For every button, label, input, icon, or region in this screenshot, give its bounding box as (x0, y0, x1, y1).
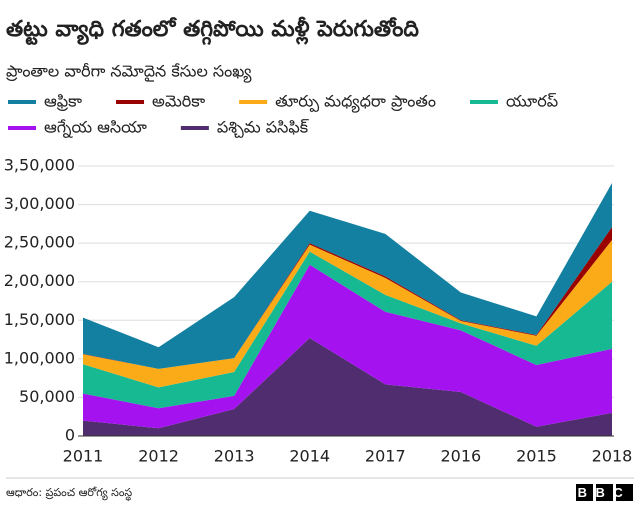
y-tick-label: 50,000 (19, 387, 75, 406)
area (83, 182, 612, 369)
area (83, 240, 612, 388)
legend-item: పశ్చిమ పసిఫిక్ (180, 118, 310, 139)
legend-label: ఆఫ్రికా (44, 92, 82, 112)
legend: ఆఫ్రికా అమెరికా తూర్పు మధ్యధరా ప్రాంతం యూరప… (8, 92, 558, 139)
source: ఆధారం: ప్రపంచ ఆరోగ్య సంస్థ (6, 486, 132, 502)
logo-text: BBC (578, 485, 632, 500)
legend-label: యూరప్ (506, 92, 558, 111)
x-tick-label: 2015 (516, 447, 557, 466)
y-tick-label: 3,50,000 (4, 156, 75, 175)
x-tick-label: 2012 (138, 447, 179, 466)
legend-item: ఆగ్నేయ ఆసియా (8, 118, 147, 139)
area (83, 251, 612, 409)
legend-item: తూర్పు మధ్యధరా ప్రాంతం (239, 92, 436, 114)
y-tick-label: 2,00,000 (4, 271, 75, 290)
area (83, 264, 612, 429)
x-tick-label: 2018 (592, 447, 633, 466)
legend-label: పశ్చిమ పసిఫిక్ (217, 118, 310, 139)
x-tick-label: 2013 (214, 447, 255, 466)
y-tick-label: 0 (65, 426, 75, 445)
x-tick-label: 2017 (365, 447, 406, 466)
x-tick-label: 2011 (63, 447, 104, 466)
legend-item: ఆఫ్రికా (8, 92, 82, 112)
axes: 0 50,000 1,00,000 1,50,000 2,00,000 2,50,000 3… (4, 156, 633, 466)
legend-label: ఆగ్నేయ ఆసియా (44, 118, 147, 139)
y-tick-label: 1,50,000 (4, 310, 75, 329)
legend-label: తూర్పు మధ్యధరా ప్రాంతం (275, 92, 436, 114)
area (83, 338, 612, 436)
chart-title: తట్టు వ్యాధి గతంలో తగ్గిపోయి మళ్లీ పెరుగ… (6, 16, 419, 45)
legend-item: యూరప్ (469, 92, 558, 111)
x-tick-label: 2014 (289, 447, 330, 466)
x-tick-label: 2016 (440, 447, 481, 466)
legend-label: అమెరికా (152, 92, 205, 111)
legend-item: అమెరికా (116, 92, 205, 111)
y-tick-label: 1,00,000 (4, 348, 75, 367)
logo-box (596, 484, 613, 501)
areas (83, 182, 612, 436)
logo-box (616, 484, 633, 501)
y-tick-label: 3,00,000 (4, 194, 75, 213)
y-tick-label: 2,50,000 (4, 233, 75, 252)
logo-box (576, 484, 593, 501)
logo: BBC (576, 484, 633, 501)
chart-subtitle: ప్రాంతాల వారీగా నమోదైన కేసుల సంఖ్య (5, 62, 252, 84)
